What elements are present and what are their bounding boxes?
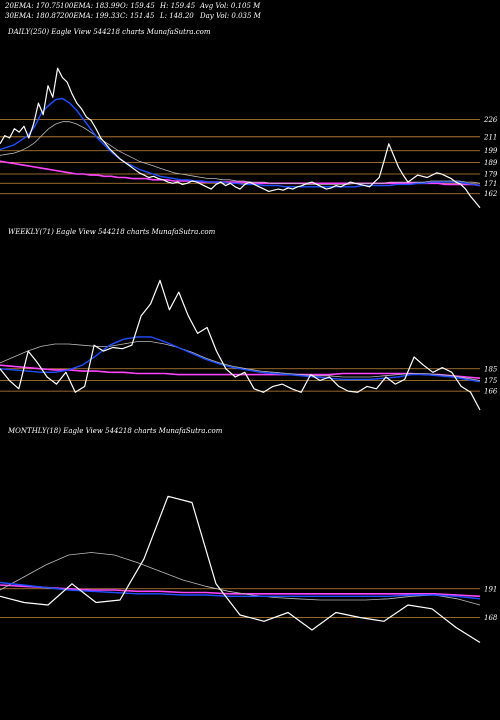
- monthly-price-line: [0, 495, 481, 644]
- avg-vol-label: Avg Vol: 0.105 M: [200, 2, 261, 10]
- weekly-level-label: 166: [484, 388, 498, 396]
- monthly-panel-title: MONTHLY(18) Eagle View 544218 charts Mun…: [8, 427, 223, 435]
- daily-level-label: 199: [484, 147, 498, 155]
- high-label: H: 159.45: [160, 2, 196, 10]
- close-label: C: 151.45: [120, 12, 155, 20]
- daily-level-label: 189: [484, 159, 498, 167]
- daily-level-label: 179: [484, 170, 498, 178]
- weekly-panel-title: WEEKLY(71) Eagle View 544218 charts Muna…: [8, 228, 216, 236]
- daily-ema-grey-line: [0, 121, 481, 185]
- ema30-label: 30EMA: 180.87: [5, 12, 61, 20]
- monthly-level-label: 191: [484, 585, 497, 593]
- ema200-label: 200EMA: 199.33: [60, 12, 120, 20]
- day-vol-label: Day Vol: 0.035 M: [200, 12, 261, 20]
- daily-level-label: 211: [483, 133, 497, 141]
- weekly-ema-grey-line: [0, 341, 481, 381]
- daily-ema-pink-line: [0, 160, 481, 187]
- daily-level-label: 162: [484, 190, 498, 198]
- daily-ema-blue-line: [0, 97, 481, 188]
- weekly-ema-blue-line: [0, 336, 481, 383]
- ema100-label: 100EMA: 183.99: [60, 2, 120, 10]
- daily-level-label: 171: [484, 180, 497, 188]
- daily-level-label: 226: [483, 116, 498, 124]
- weekly-price-line: [0, 279, 481, 411]
- daily-price-line: [0, 67, 481, 209]
- daily-panel-title: DAILY(250) Eagle View 544218 charts Muna…: [8, 28, 211, 36]
- weekly-level-label: 175: [484, 377, 498, 385]
- monthly-ema-grey-line: [0, 552, 481, 606]
- open-label: O: 159.45: [120, 2, 155, 10]
- weekly-level-label: 185: [484, 365, 498, 373]
- low-label: L: 148.20: [160, 12, 194, 20]
- ema20-label: 20EMA: 170.75: [5, 2, 61, 10]
- monthly-level-label: 168: [484, 614, 498, 622]
